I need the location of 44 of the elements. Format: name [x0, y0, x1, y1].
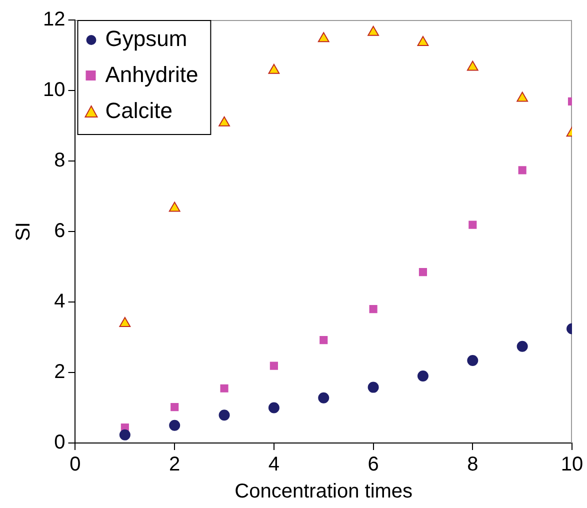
- point: [516, 340, 528, 352]
- point: [168, 202, 180, 212]
- point: [368, 26, 379, 36]
- point: [220, 384, 228, 392]
- x-tick-label: 4: [268, 454, 280, 476]
- point: [418, 268, 428, 276]
- point: [270, 362, 278, 370]
- point: [468, 220, 477, 229]
- y-tick-label: 2: [54, 361, 66, 384]
- point: [169, 420, 180, 431]
- legend-label: Gypsum: [105, 26, 188, 52]
- point: [119, 317, 131, 328]
- point: [268, 402, 280, 414]
- point: [369, 305, 378, 314]
- x-tick-label: 0: [70, 454, 81, 476]
- point: [466, 60, 478, 71]
- y-tick-label: 0: [54, 432, 66, 454]
- point: [320, 336, 328, 344]
- point: [218, 410, 230, 421]
- legend-label: Anhydrite: [105, 62, 198, 88]
- x-tick-label: 8: [467, 454, 478, 476]
- point: [516, 92, 528, 102]
- y-tick-label: 10: [42, 79, 66, 102]
- x-axis-title: Concentration times: [234, 480, 413, 503]
- point: [518, 166, 526, 174]
- x-tick-label: 6: [368, 454, 379, 476]
- y-tick-label: 4: [54, 290, 66, 313]
- y-tick-label: 6: [54, 220, 66, 242]
- point: [170, 403, 179, 412]
- point: [318, 392, 330, 404]
- point: [268, 64, 280, 74]
- legend-label: Calcite: [105, 98, 172, 124]
- y-axis-title: SI: [12, 222, 35, 241]
- point: [218, 116, 230, 126]
- y-tick-label: 12: [42, 8, 66, 31]
- x-tick-label: 10: [560, 454, 584, 476]
- x-tick-label: 2: [169, 454, 180, 476]
- y-tick-label: 8: [54, 150, 66, 172]
- point: [467, 355, 478, 366]
- point: [417, 36, 429, 46]
- point: [119, 429, 130, 440]
- point: [368, 382, 379, 393]
- point: [417, 370, 428, 382]
- point: [318, 32, 330, 42]
